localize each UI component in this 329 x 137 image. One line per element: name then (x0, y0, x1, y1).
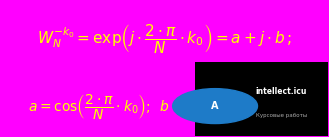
Text: $a = \cos\!\left(\dfrac{2 \cdot \pi}{N} \cdot k_0\right);$: $a = \cos\!\left(\dfrac{2 \cdot \pi}{N} … (28, 92, 151, 121)
Text: $W_N^{-k_0} = \exp\!\left(j \cdot \dfrac{2 \cdot \pi}{N} \cdot k_0\right) = a + : $W_N^{-k_0} = \exp\!\left(j \cdot \dfrac… (37, 22, 292, 55)
Circle shape (173, 89, 258, 124)
FancyBboxPatch shape (195, 62, 328, 136)
Text: intellect.icu: intellect.icu (256, 87, 307, 96)
Text: $b = -\sin\!\left(\dfrac{2 \cdot \pi}{N} \cdots\right)$: $b = -\sin\!\left(\dfrac{2 \cdot \pi}{N}… (159, 92, 281, 121)
Text: Курсовые работы: Курсовые работы (256, 113, 307, 118)
Text: A: A (211, 101, 219, 111)
